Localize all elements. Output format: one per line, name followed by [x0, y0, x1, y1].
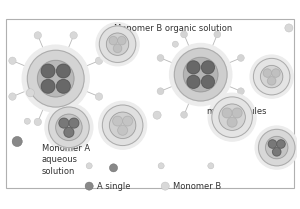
Circle shape — [187, 75, 200, 88]
Circle shape — [85, 182, 93, 190]
Circle shape — [181, 31, 188, 38]
Circle shape — [277, 140, 285, 148]
Circle shape — [227, 117, 237, 127]
Circle shape — [70, 32, 77, 39]
Circle shape — [214, 31, 221, 38]
Circle shape — [95, 57, 103, 64]
Circle shape — [158, 163, 164, 169]
Circle shape — [232, 108, 242, 118]
Circle shape — [49, 107, 89, 148]
Circle shape — [113, 44, 122, 52]
Circle shape — [285, 24, 293, 32]
Circle shape — [109, 37, 117, 45]
Circle shape — [172, 41, 178, 47]
Circle shape — [41, 64, 55, 78]
Circle shape — [255, 126, 298, 169]
Circle shape — [169, 43, 232, 106]
Circle shape — [24, 118, 30, 124]
Circle shape — [237, 88, 244, 95]
Circle shape — [59, 118, 69, 128]
Circle shape — [110, 164, 118, 172]
Circle shape — [187, 61, 200, 74]
Circle shape — [41, 80, 55, 93]
Circle shape — [212, 97, 252, 138]
Circle shape — [202, 61, 214, 74]
Circle shape — [118, 125, 128, 135]
Circle shape — [268, 140, 277, 148]
Circle shape — [99, 101, 147, 149]
Circle shape — [64, 127, 74, 137]
Circle shape — [86, 163, 92, 169]
Circle shape — [34, 118, 41, 126]
Circle shape — [57, 64, 70, 78]
Circle shape — [96, 23, 139, 66]
Circle shape — [161, 182, 169, 190]
Text: microcapsules: microcapsules — [206, 107, 266, 116]
Circle shape — [102, 105, 143, 145]
Circle shape — [9, 93, 16, 100]
Text: Monomer B: Monomer B — [173, 182, 222, 191]
Circle shape — [38, 60, 74, 97]
Circle shape — [57, 80, 70, 93]
Circle shape — [184, 57, 218, 92]
Circle shape — [208, 163, 214, 169]
Circle shape — [27, 50, 84, 107]
Circle shape — [202, 75, 214, 88]
Circle shape — [259, 129, 295, 166]
Circle shape — [174, 48, 227, 101]
Circle shape — [123, 116, 133, 126]
Circle shape — [157, 55, 164, 61]
Circle shape — [69, 118, 79, 128]
Circle shape — [222, 108, 232, 118]
Circle shape — [219, 104, 245, 130]
Circle shape — [70, 118, 77, 126]
Circle shape — [266, 136, 288, 159]
Circle shape — [250, 55, 293, 98]
Circle shape — [106, 33, 129, 55]
Circle shape — [9, 57, 16, 64]
Circle shape — [254, 58, 290, 95]
Circle shape — [45, 103, 93, 151]
Text: Monomer B organic solution: Monomer B organic solution — [114, 24, 232, 33]
Circle shape — [208, 93, 256, 141]
Circle shape — [56, 114, 82, 140]
Circle shape — [95, 93, 103, 100]
Circle shape — [273, 148, 281, 156]
Circle shape — [34, 32, 41, 39]
Circle shape — [113, 116, 122, 126]
Text: A single: A single — [97, 182, 131, 191]
Circle shape — [268, 77, 276, 85]
Circle shape — [26, 89, 34, 97]
Circle shape — [118, 37, 126, 45]
Circle shape — [263, 69, 272, 77]
Circle shape — [22, 45, 89, 112]
Circle shape — [272, 69, 280, 77]
Circle shape — [110, 112, 136, 138]
Circle shape — [153, 111, 161, 119]
Circle shape — [157, 88, 164, 95]
Circle shape — [181, 111, 188, 118]
Circle shape — [237, 55, 244, 61]
Circle shape — [214, 111, 221, 118]
Circle shape — [260, 65, 283, 88]
Circle shape — [99, 26, 136, 62]
Text: Monomer A
aqueous
solution: Monomer A aqueous solution — [41, 144, 90, 176]
Circle shape — [12, 136, 22, 147]
